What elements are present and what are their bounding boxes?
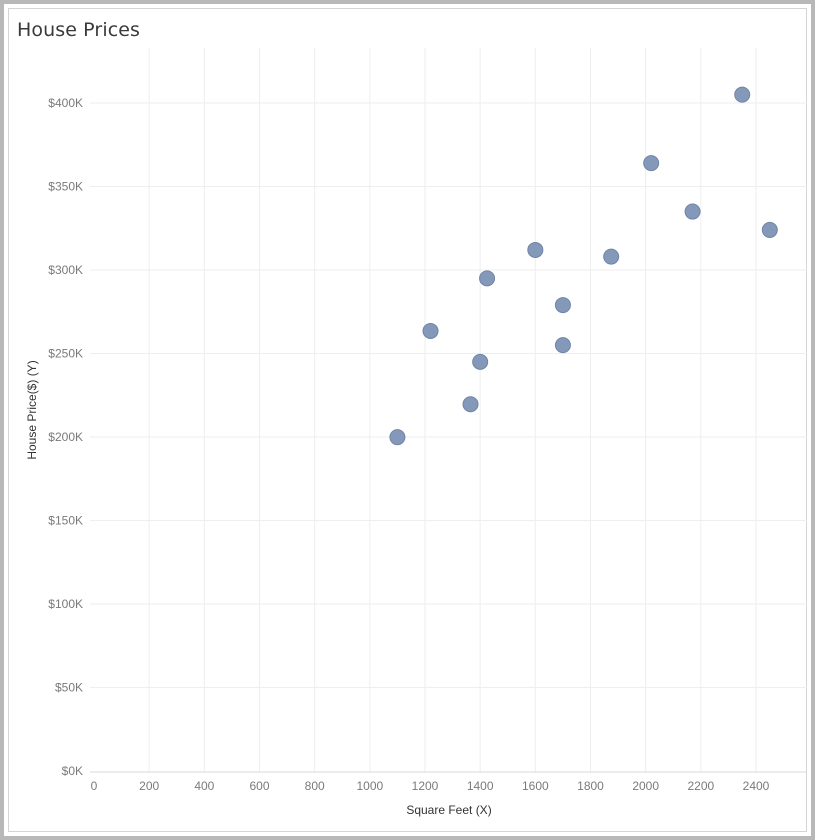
y-tick-label: $150K: [48, 514, 83, 528]
data-point[interactable]: [527, 241, 544, 258]
data-point[interactable]: [462, 396, 479, 413]
chart-title: House Prices: [17, 19, 141, 41]
x-tick-label: 1000: [356, 779, 383, 793]
x-tick-label: 2400: [743, 779, 770, 793]
x-tick-label: 2000: [632, 779, 659, 793]
grid-lines: [90, 48, 807, 772]
data-point[interactable]: [684, 203, 701, 220]
data-point[interactable]: [761, 221, 778, 238]
y-tick-label: $250K: [48, 347, 83, 361]
x-axis-label: Square Feet (X): [406, 803, 491, 817]
data-point[interactable]: [643, 155, 660, 172]
data-point[interactable]: [479, 270, 496, 287]
data-point[interactable]: [472, 353, 489, 370]
x-tick-label: 0: [91, 779, 98, 793]
data-point[interactable]: [603, 248, 620, 265]
y-axis-label: House Price($) (Y): [25, 360, 39, 459]
data-point[interactable]: [554, 337, 571, 354]
y-tick-label: $50K: [55, 681, 83, 695]
x-tick-label: 400: [194, 779, 214, 793]
data-points: [389, 86, 778, 446]
x-tick-label: 1200: [412, 779, 439, 793]
x-tick-label: 2200: [687, 779, 714, 793]
data-point[interactable]: [389, 429, 406, 446]
chart-panel: [8, 8, 807, 832]
y-tick-label: $200K: [48, 430, 83, 444]
x-tick-label: 200: [139, 779, 159, 793]
x-tick-label: 600: [249, 779, 269, 793]
x-axis-ticks: 0 200 400 600 800 1000 1200 1400 1600 1800 2000 220…: [91, 779, 770, 793]
x-tick-label: 1600: [522, 779, 549, 793]
data-point[interactable]: [554, 297, 571, 314]
y-tick-label: $400K: [48, 96, 83, 110]
x-tick-label: 1400: [467, 779, 494, 793]
x-tick-label: 800: [305, 779, 325, 793]
y-axis-ticks: $0K $50K $100K $150K $200K $250K $300K $350K $40…: [48, 96, 83, 778]
data-point[interactable]: [734, 86, 751, 103]
y-tick-label: $100K: [48, 597, 83, 611]
y-tick-label: $350K: [48, 180, 83, 194]
data-point[interactable]: [422, 322, 439, 339]
x-tick-label: 1800: [577, 779, 604, 793]
y-tick-label: $0K: [62, 764, 83, 778]
y-tick-label: $300K: [48, 263, 83, 277]
